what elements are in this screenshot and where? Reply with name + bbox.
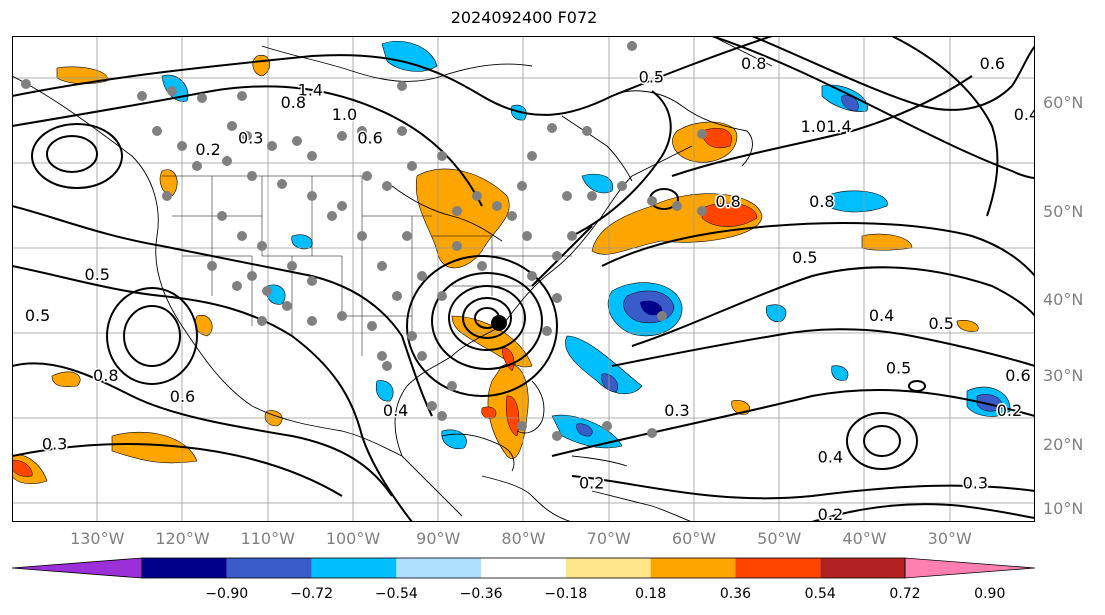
contour-label: 0.5	[639, 67, 664, 86]
colorbar-under-extension	[12, 557, 143, 579]
longitude-label: 80°W	[501, 529, 546, 548]
colorbar-tick-label: −0.90	[205, 586, 249, 602]
colorbar-tick-label: −0.54	[374, 586, 418, 602]
contour-label: 1.4	[298, 80, 323, 99]
colorbar-segment	[565, 558, 651, 578]
contour-label: 0.4	[869, 306, 894, 325]
colorbar	[12, 557, 1035, 579]
longitude-label: 70°W	[586, 529, 631, 548]
latitude-label: 30°N	[1043, 366, 1084, 386]
colorbar-segment	[735, 558, 821, 578]
contour-label: 0.6	[170, 387, 195, 406]
contour-label: 0.2	[997, 401, 1022, 420]
colorbar-segment	[396, 558, 482, 578]
contour-label: 0.2	[195, 140, 220, 159]
contour-label: 1.0	[332, 105, 357, 124]
contour-label: 0.2	[579, 474, 604, 493]
contour-label: 0.2	[818, 505, 843, 522]
contour-label: 0.3	[963, 474, 988, 493]
weather-map: 1.40.81.00.60.30.20.50.50.80.60.30.40.20…	[12, 36, 1035, 522]
colorbar-tick-label: 0.72	[889, 586, 921, 602]
contour-label: 0.5	[792, 248, 817, 267]
contour-label: 0.4	[1014, 105, 1035, 124]
contour-label: 0.8	[281, 93, 306, 112]
strong-positive-anomaly-shading	[12, 128, 758, 477]
colorbar-tick-label: 0.90	[974, 586, 1006, 602]
longitude-label: 100°W	[325, 529, 381, 548]
colorbar-segment	[311, 558, 397, 578]
latitude-label: 10°N	[1043, 499, 1084, 519]
contour-lines	[12, 36, 1035, 522]
contour-label: 0.6	[1005, 366, 1030, 385]
latitude-label: 20°N	[1043, 435, 1084, 455]
longitude-label: 110°W	[240, 529, 295, 548]
colorbar-segment	[820, 558, 905, 578]
colorbar-over-extension	[904, 557, 1035, 579]
contour-label: 0.8	[809, 192, 834, 211]
colorbar-tick-label: −0.72	[290, 586, 333, 602]
colorbar-frame	[141, 557, 906, 579]
very-strong-negative-anomaly-shading	[640, 300, 663, 316]
longitude-label: 40°W	[842, 529, 887, 548]
colorbar-tick-label: 0.36	[719, 586, 752, 602]
contour-label: 0.3	[238, 129, 263, 148]
contour-label: 0.5	[25, 306, 50, 325]
contour-label: 0.5	[886, 359, 911, 378]
longitude-label: 50°W	[757, 529, 802, 548]
longitude-label: 90°W	[416, 529, 461, 548]
longitude-label: 60°W	[671, 529, 717, 548]
contour-label: 0.5	[928, 314, 953, 333]
contour-label: 0.8	[741, 54, 766, 73]
latitude-label: 40°N	[1043, 290, 1084, 310]
graticule	[12, 36, 1035, 522]
colorbar-segment	[650, 558, 736, 578]
contour-label: 0.8	[715, 192, 740, 211]
longitude-label: 130°W	[70, 529, 125, 548]
contour-label: 0.4	[383, 401, 408, 420]
colorbar-tick-label: −0.18	[544, 586, 588, 602]
colorbar-segment	[142, 558, 227, 578]
contour-label: 1.4	[826, 117, 851, 136]
contour-label: 0.4	[818, 448, 843, 467]
colorbar-tick-label: 0.54	[804, 586, 836, 602]
contour-label: 0.3	[664, 401, 689, 420]
latitude-label: 60°N	[1043, 93, 1084, 113]
contour-label: 1.0	[801, 117, 826, 136]
contour-label: 0.3	[42, 435, 67, 454]
colorbar-segment	[226, 558, 312, 578]
contour-label: 0.6	[357, 129, 382, 148]
contour-label: 0.5	[85, 265, 110, 284]
colorbar-tick-label: −0.36	[459, 586, 503, 602]
colorbar-tick-label: 0.18	[635, 586, 667, 602]
longitude-label: 30°W	[927, 529, 972, 548]
map-frame	[12, 36, 1035, 522]
station-markers	[21, 41, 707, 441]
colorbar-segment	[481, 558, 566, 578]
contour-label: 0.6	[980, 54, 1005, 73]
cyclone-center-marker	[491, 315, 507, 331]
contour-labels: 1.40.81.00.60.30.20.50.50.80.60.30.40.20…	[23, 52, 1035, 522]
contour-label: 0.8	[93, 366, 118, 385]
longitude-label: 120°W	[155, 529, 210, 548]
map-title: 2024092400 F072	[450, 8, 598, 27]
latitude-label: 50°N	[1043, 202, 1084, 222]
